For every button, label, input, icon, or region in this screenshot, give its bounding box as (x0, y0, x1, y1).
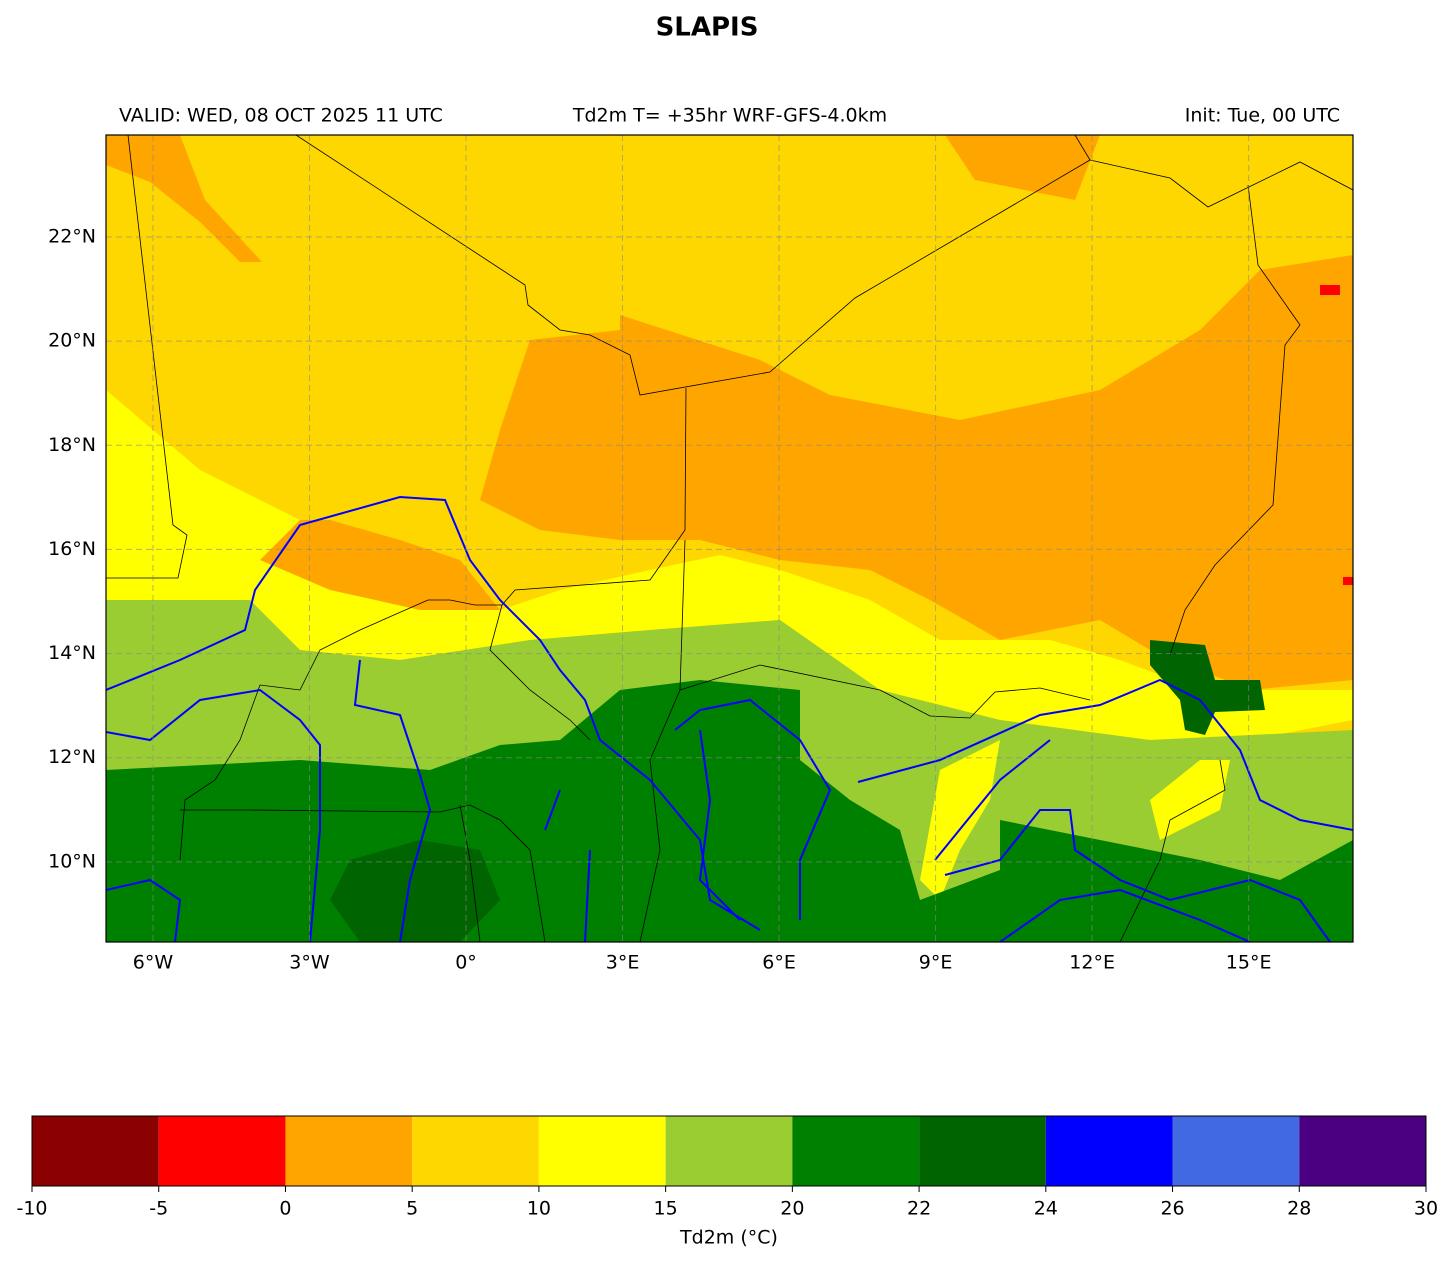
field-region (1320, 285, 1340, 295)
valid-time: VALID: WED, 08 OCT 2025 11 UTC (119, 105, 443, 127)
colorbar-segment (919, 1116, 1046, 1186)
borders (106, 135, 1353, 942)
colorbar-tick-label: 0 (279, 1198, 291, 1220)
colorbar-tick-label: 20 (780, 1198, 804, 1220)
y-tick-label: 22°N (48, 226, 96, 248)
colorbar-tick-label: 15 (654, 1198, 678, 1220)
colorbar-tick-label: 5 (406, 1198, 418, 1220)
field-region (106, 390, 1353, 740)
colorbar-tick-label: 28 (1287, 1198, 1311, 1220)
y-tick-label: 12°N (48, 746, 96, 768)
colorbar-segment (285, 1116, 413, 1186)
product: Td2m T= +35hr WRF-GFS-4.0km (572, 105, 887, 127)
gridlines (106, 135, 1353, 942)
field-region (106, 135, 262, 262)
colorbar-segment (538, 1116, 666, 1186)
colorbar-segment (665, 1116, 793, 1186)
colorbar-tick-label: 24 (1034, 1198, 1058, 1220)
y-tick-label: 18°N (48, 434, 96, 456)
x-tick-label: 15°E (1226, 952, 1272, 974)
field-region (1150, 640, 1265, 735)
field-region (1343, 577, 1353, 585)
colorbar-tick-label: 22 (907, 1198, 931, 1220)
colorbar-segment (158, 1116, 286, 1186)
x-tick-label: 12°E (1069, 952, 1115, 974)
y-tick-label: 20°N (48, 330, 96, 352)
x-tick-label: 6°E (762, 952, 796, 974)
colorbar-label: Td2m (°C) (679, 1227, 778, 1249)
colorbar-segment (1172, 1116, 1300, 1186)
colorbar-tick-label: -10 (16, 1198, 47, 1220)
field-region (240, 520, 500, 610)
colorbar-tick-label: 30 (1414, 1198, 1438, 1220)
x-tick-label: 9°E (919, 952, 953, 974)
x-tick-label: 0° (455, 952, 477, 974)
field-region (330, 840, 500, 942)
map-frame (105, 134, 1354, 943)
y-tick-label: 16°N (48, 538, 96, 560)
colorbar-segment (412, 1116, 539, 1186)
colorbar-tick-label: 26 (1160, 1198, 1184, 1220)
colorbar-segment (1045, 1116, 1173, 1186)
colorbar-frame (31, 1115, 1427, 1187)
x-tick-label: 3°W (289, 952, 330, 974)
map-field (106, 135, 1353, 942)
colorbar-segment (792, 1116, 920, 1186)
y-tick-label: 10°N (48, 850, 96, 872)
field-region (480, 255, 1353, 690)
init-time: Init: Tue, 00 UTC (1185, 105, 1340, 127)
field-region (945, 135, 1100, 200)
rivers (106, 495, 1353, 942)
colorbar-tick-label: 10 (527, 1198, 551, 1220)
colorbar-tick-label: -5 (149, 1198, 168, 1220)
y-tick-label: 14°N (48, 642, 96, 664)
colorbar-segment (1299, 1116, 1426, 1186)
x-tick-label: 3°E (606, 952, 640, 974)
field-region (920, 740, 1000, 900)
colorbar-segment (32, 1116, 159, 1186)
x-tick-label: 6°W (133, 952, 174, 974)
title: SLAPIS (656, 13, 759, 43)
